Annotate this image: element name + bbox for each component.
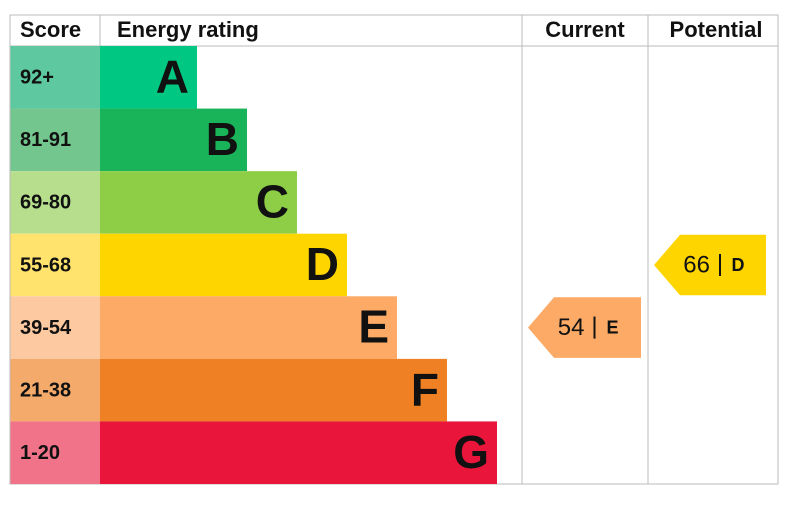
- score-cell: [10, 233, 100, 297]
- score-cell: [10, 421, 100, 484]
- score-range: 92+: [20, 67, 54, 89]
- score-range: 55-68: [20, 254, 71, 276]
- potential-letter: D: [732, 255, 745, 275]
- rating-letter: G: [453, 426, 489, 478]
- score-cell: [10, 358, 100, 422]
- rating-bar: [100, 46, 197, 109]
- score-range: 69-80: [20, 192, 71, 214]
- potential-arrow: [654, 234, 766, 296]
- rating-letter: D: [306, 238, 339, 290]
- score-cell: [10, 171, 100, 234]
- rating-letter: B: [206, 113, 239, 165]
- rating-bar: [100, 358, 447, 422]
- potential-value: 66: [683, 251, 710, 278]
- rating-bar: [100, 171, 297, 234]
- score-cell: [10, 108, 100, 172]
- header-potential: Potential: [670, 17, 763, 42]
- header-current: Current: [545, 17, 625, 42]
- score-range: 81-91: [20, 129, 71, 151]
- rating-letter: F: [411, 363, 439, 415]
- current-value: 54: [558, 314, 585, 341]
- rating-bar: [100, 296, 397, 359]
- rating-bar: [100, 108, 247, 172]
- rating-bar: [100, 421, 497, 484]
- rating-letter: E: [358, 301, 389, 353]
- rating-letter: C: [256, 176, 289, 228]
- rating-bar: [100, 233, 347, 297]
- header-score: Score: [20, 17, 81, 42]
- rating-letter: A: [156, 50, 189, 102]
- score-range: 1-20: [20, 442, 60, 464]
- score-range: 39-54: [20, 317, 72, 339]
- header-energy: Energy rating: [117, 17, 259, 42]
- score-cell: [10, 46, 100, 109]
- score-cell: [10, 296, 100, 359]
- current-letter: E: [606, 317, 618, 337]
- score-range: 21-38: [20, 379, 71, 401]
- current-arrow: [528, 297, 641, 358]
